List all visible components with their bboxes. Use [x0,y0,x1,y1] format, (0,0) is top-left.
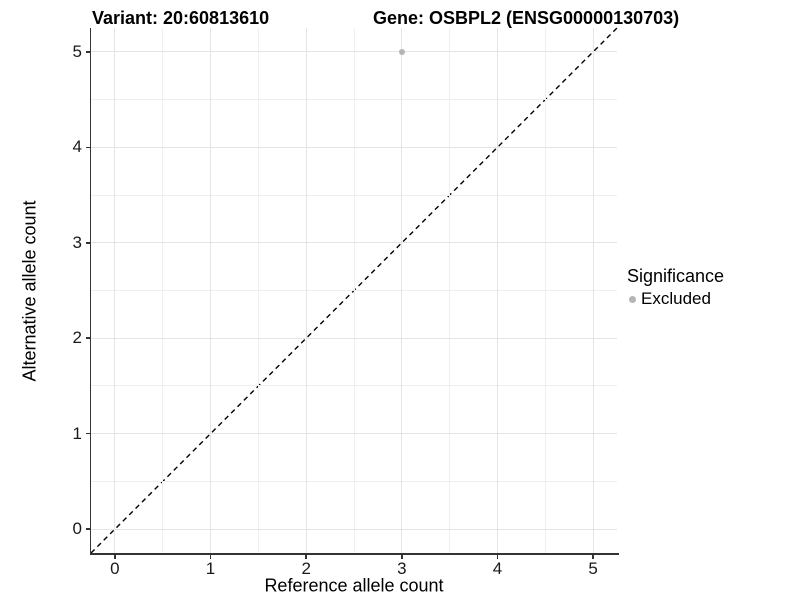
minor-gridline-y [91,194,617,196]
major-gridline-x [401,28,403,553]
y-tick-mark [85,432,90,435]
x-tick-label: 0 [110,559,120,578]
x-tick-mark [305,554,307,559]
y-tick-mark [85,337,90,339]
major-gridline-x [592,28,594,553]
minor-gridline-y [91,385,617,387]
minor-gridline-y [91,99,617,101]
y-tick-mark [85,146,90,149]
x-tick-label: 3 [397,559,407,578]
plot-panel [90,27,618,554]
major-gridline-x [305,28,307,553]
major-gridline-x [496,28,498,553]
legend-marker-circle-icon [629,295,636,303]
y-tick-label: 3 [72,232,82,252]
minor-gridline-y [91,290,617,291]
y-tick-mark [85,242,90,244]
plot-title-variant: Variant: 20:60813610 [92,8,270,28]
x-axis-label: Reference allele count [264,575,444,596]
plot-title-gene: Gene: OSBPL2 (ENSG00000130703) [373,8,680,28]
y-tick-mark [85,51,90,53]
major-gridline-y [91,433,617,435]
x-axis-line [89,553,619,555]
y-axis-label: Alternative allele count [19,200,40,382]
x-tick-label: 4 [492,559,503,578]
legend: Significance Excluded [627,266,724,309]
y-axis-line [89,28,91,555]
y-tick-label: 4 [72,137,82,157]
major-gridline-y [91,242,617,244]
x-tick-mark [114,554,116,559]
major-gridline-y [91,146,617,148]
y-tick-label: 1 [72,423,82,443]
major-gridline-y [91,528,617,530]
legend-entry-label: Excluded [641,289,711,308]
x-tick-label: 5 [588,559,598,578]
x-tick-label: 1 [205,559,216,578]
x-tick-mark [496,554,499,559]
major-gridline-y [91,51,617,53]
major-gridline-y [91,337,617,339]
major-gridline-x [210,28,212,553]
minor-gridline-y [91,480,617,482]
legend-entry-excluded: Excluded [627,289,724,309]
x-tick-mark [209,554,212,559]
y-tick-label: 0 [72,519,82,539]
legend-entries: Excluded [627,289,724,309]
data-point [398,48,405,55]
x-tick-mark [401,554,403,559]
y-tick-label: 2 [72,328,82,348]
x-tick-mark [592,554,594,559]
x-tick-label: 2 [301,559,311,578]
major-gridline-x [114,28,116,553]
y-tick-label: 5 [72,41,82,61]
y-tick-mark [85,528,90,530]
legend-title: Significance [627,266,725,286]
